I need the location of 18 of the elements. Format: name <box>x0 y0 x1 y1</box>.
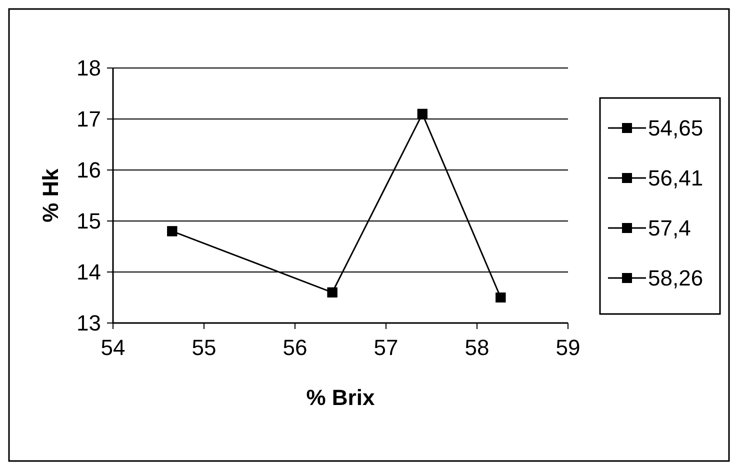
y-tick-label: 18 <box>76 56 101 81</box>
y-tick-label: 16 <box>76 158 101 183</box>
x-axis-title: % Brix <box>306 385 376 410</box>
legend-label: 54,65 <box>648 116 704 141</box>
x-tick-label: 55 <box>192 335 216 360</box>
x-tick-label: 59 <box>556 335 580 360</box>
legend-label: 56,41 <box>648 166 704 191</box>
legend-label: 57,4 <box>648 216 691 241</box>
x-tick-label: 56 <box>282 335 308 360</box>
y-tick-label: 13 <box>76 310 101 336</box>
x-tick-label: 58 <box>464 335 490 360</box>
y-tick-label: 14 <box>76 260 101 285</box>
legend-label: 58,26 <box>648 266 704 291</box>
y-tick-label: 17 <box>76 106 101 132</box>
y-axis-title: % Hk <box>38 168 63 222</box>
x-tick-label: 57 <box>374 335 398 360</box>
x-tick-label: 54 <box>100 335 126 360</box>
y-tick-label: 15 <box>76 208 101 234</box>
